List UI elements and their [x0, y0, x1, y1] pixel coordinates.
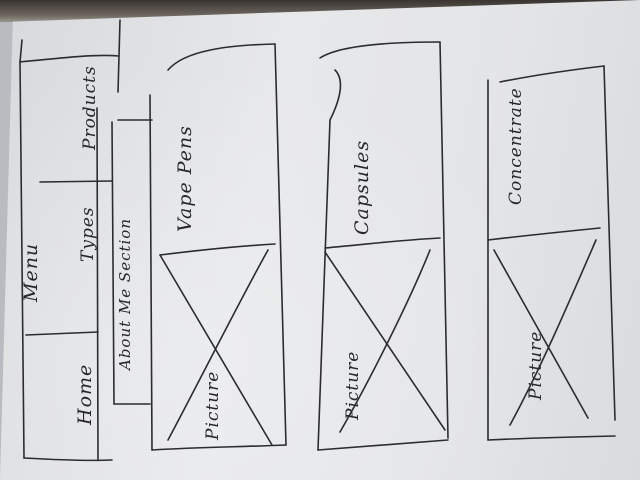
nav-label-home: Home [74, 363, 96, 425]
nav-divider-menu-products [39, 180, 113, 183]
nav-label-products: Products [80, 65, 100, 150]
card-3-picture-placeholder: Picture [526, 330, 546, 400]
nav-bar-outline [19, 39, 119, 462]
nav-divider-types-about [96, 107, 99, 461]
about-section-outline [111, 19, 153, 405]
nav-divider-home-menu [25, 331, 99, 336]
about-section-label: About Me Section [116, 218, 134, 370]
picture-placeholder-cross-1 [159, 254, 273, 446]
product-card-1-outline [149, 43, 287, 451]
card-2-title: Capsules [351, 139, 373, 235]
types-label: Types [78, 206, 98, 262]
card-2-picture-placeholder: Picture [343, 350, 363, 420]
card-1-title: Vape Pens [174, 125, 196, 232]
nav-label-menu: Menu [20, 242, 42, 302]
product-card-3-outline [487, 65, 616, 441]
product-card-2-outline [317, 41, 449, 451]
card-3-title: Concentrate [506, 87, 526, 205]
card-1-picture-placeholder: Picture [203, 370, 223, 440]
